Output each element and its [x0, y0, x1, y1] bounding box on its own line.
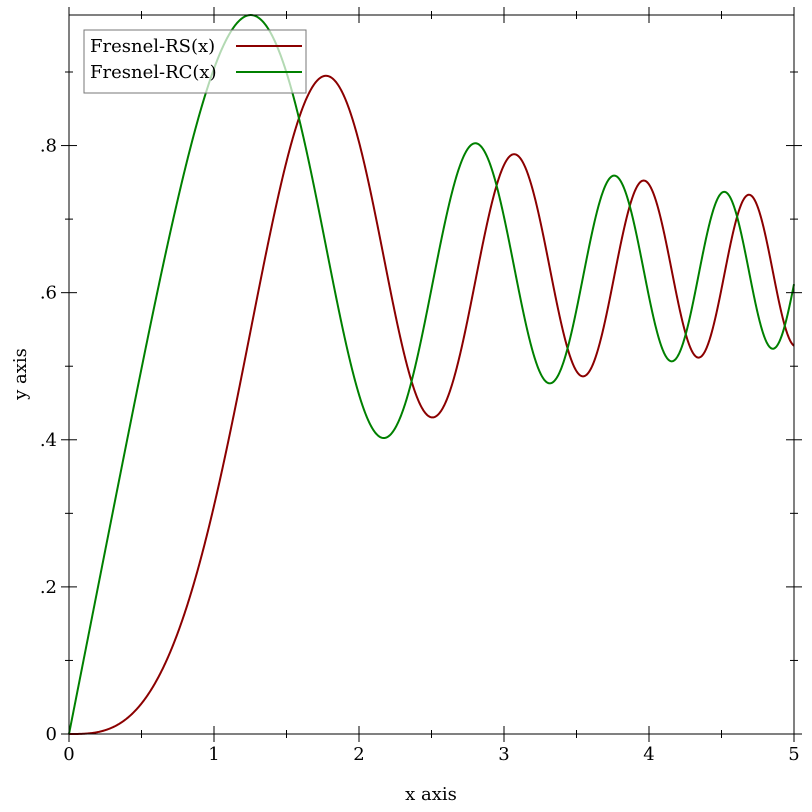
legend-box [83, 29, 307, 94]
x-tick-label: 4 [643, 744, 654, 765]
x-tick-label: 2 [353, 744, 364, 765]
legend-label-rc: Fresnel-RC(x) [90, 62, 217, 83]
y-axis-label: y axis [10, 348, 31, 401]
x-axis-label: x axis [405, 784, 457, 805]
x-tick-label: 0 [63, 744, 74, 765]
series-line-0 [69, 74, 795, 735]
y-tick-label: 0 [46, 724, 57, 745]
x-tick-label: 5 [788, 744, 799, 765]
plot-frame [68, 14, 795, 735]
series-line-1 [68, 14, 795, 735]
x-tick-label: 1 [208, 744, 219, 765]
y-tick-label: .2 [40, 577, 57, 598]
y-tick-label: .6 [40, 283, 57, 304]
legend: Fresnel-RS(x) Fresnel-RC(x) [83, 29, 307, 94]
x-tick-label: 3 [498, 744, 509, 765]
y-tick-label: .4 [40, 430, 57, 451]
plot-curves [68, 14, 795, 735]
axis-ticks: 0 1 2 3 4 5 0 .2 .4 .6 .8 [40, 7, 802, 765]
legend-label-rs: Fresnel-RS(x) [90, 36, 215, 57]
y-tick-label: .8 [40, 136, 57, 157]
